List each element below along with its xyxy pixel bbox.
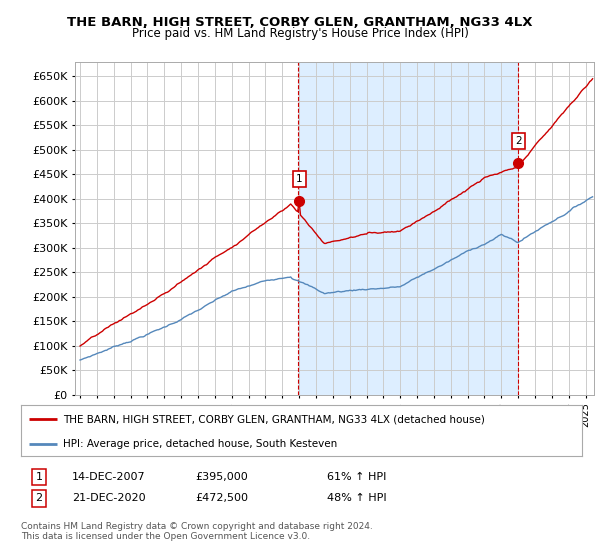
Text: 1: 1: [296, 174, 302, 184]
Text: 48% ↑ HPI: 48% ↑ HPI: [327, 493, 386, 503]
Text: THE BARN, HIGH STREET, CORBY GLEN, GRANTHAM, NG33 4LX (detached house): THE BARN, HIGH STREET, CORBY GLEN, GRANT…: [63, 414, 485, 424]
Text: 61% ↑ HPI: 61% ↑ HPI: [327, 472, 386, 482]
Text: THE BARN, HIGH STREET, CORBY GLEN, GRANTHAM, NG33 4LX: THE BARN, HIGH STREET, CORBY GLEN, GRANT…: [67, 16, 533, 29]
Text: £472,500: £472,500: [195, 493, 248, 503]
Text: 21-DEC-2020: 21-DEC-2020: [72, 493, 146, 503]
Text: 2: 2: [35, 493, 43, 503]
Text: 14-DEC-2007: 14-DEC-2007: [72, 472, 146, 482]
Text: Contains HM Land Registry data © Crown copyright and database right 2024.
This d: Contains HM Land Registry data © Crown c…: [21, 522, 373, 542]
Text: Price paid vs. HM Land Registry's House Price Index (HPI): Price paid vs. HM Land Registry's House …: [131, 27, 469, 40]
Text: 1: 1: [35, 472, 43, 482]
Text: HPI: Average price, detached house, South Kesteven: HPI: Average price, detached house, Sout…: [63, 438, 337, 449]
Text: 2: 2: [515, 136, 521, 146]
Text: £395,000: £395,000: [195, 472, 248, 482]
Bar: [298, 62, 518, 395]
